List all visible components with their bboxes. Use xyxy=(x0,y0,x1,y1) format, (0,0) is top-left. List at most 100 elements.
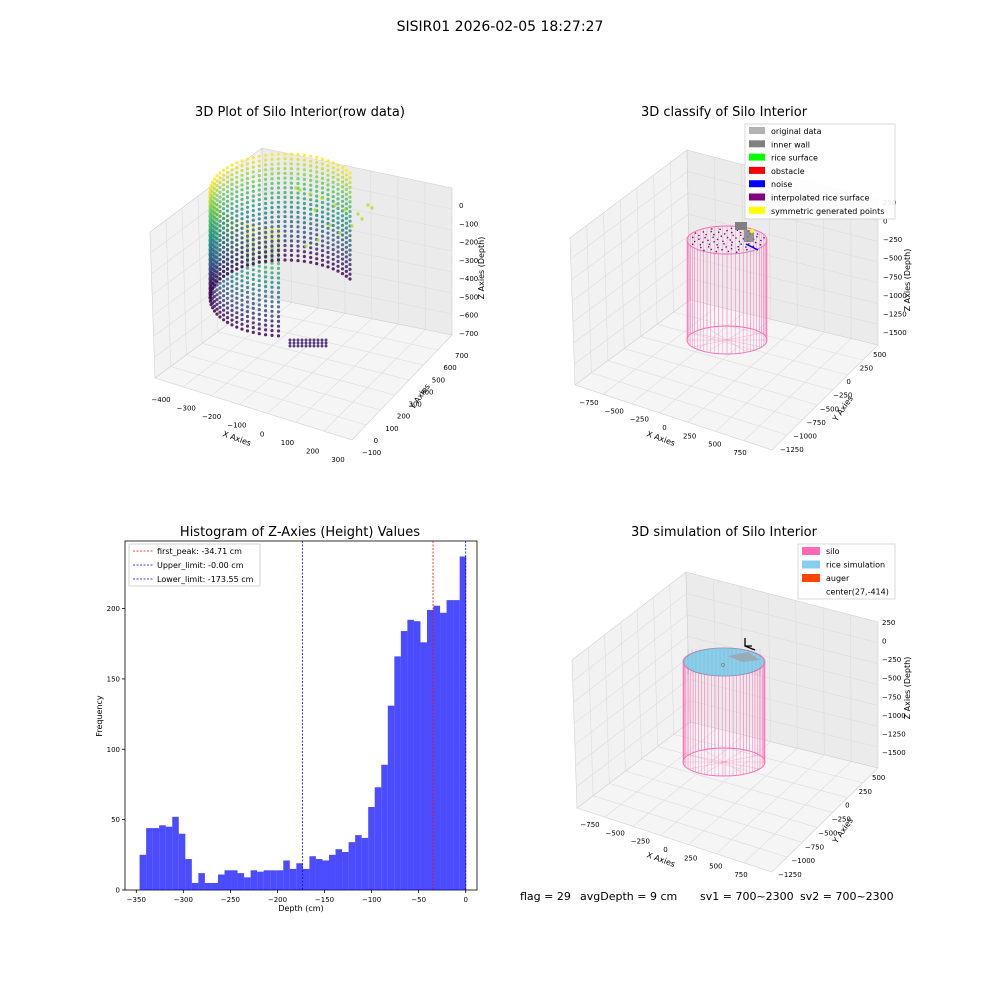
raw-data-point xyxy=(348,267,352,271)
grid-line xyxy=(239,313,346,405)
raw-data-point xyxy=(344,221,348,225)
grid-line xyxy=(571,214,689,302)
classify-interpolated-point xyxy=(726,236,729,239)
classify-z-tick-label: −250 xyxy=(883,236,902,244)
raw-data-point xyxy=(302,206,306,210)
raw-data-point xyxy=(283,229,287,233)
classify-legend-swatch xyxy=(749,166,765,174)
raw-data-point xyxy=(340,214,345,218)
raw-data-point xyxy=(264,158,268,162)
raw-data-point xyxy=(251,262,255,266)
grid-line xyxy=(673,311,863,361)
raw-data-point xyxy=(298,188,302,192)
raw-data-point xyxy=(300,341,304,345)
raw-data-point xyxy=(257,303,261,307)
grid-line xyxy=(795,600,798,749)
histogram-bar xyxy=(440,612,447,890)
simulation-legend: silo rice simulation auger center(27,-414) xyxy=(797,543,896,600)
raw-data-point xyxy=(212,268,217,273)
classify-legend-swatch xyxy=(749,140,765,148)
raw-data-point xyxy=(344,192,348,196)
raw-data-point xyxy=(320,215,325,219)
raw-data-point xyxy=(245,224,250,229)
raw-data-point xyxy=(230,245,234,249)
raw-data-point xyxy=(276,334,281,338)
raw-data-point xyxy=(296,162,300,166)
histogram-x-tick-label: −100 xyxy=(362,896,381,904)
raw-data-point xyxy=(356,212,360,216)
raw-data-point xyxy=(283,248,287,252)
raw-data-point xyxy=(302,163,306,167)
raw-data-point xyxy=(336,264,340,268)
raw-data-point xyxy=(251,247,255,251)
raw-data-point xyxy=(312,341,316,345)
raw-data-point xyxy=(326,217,330,221)
raw-data-point xyxy=(296,234,300,239)
raw-data-point xyxy=(270,172,274,176)
classify-interpolated-point xyxy=(721,248,723,251)
raw-data-point xyxy=(222,173,226,177)
raw-data-point xyxy=(215,232,219,236)
histogram-bar xyxy=(433,605,441,890)
raw-data-point xyxy=(336,168,340,172)
raw-data-point xyxy=(245,186,250,190)
raw-data-point xyxy=(212,211,217,215)
simulation-y-tick-label: −750 xyxy=(805,843,824,851)
raw-point-cloud xyxy=(208,152,374,348)
raw-data-point xyxy=(257,298,261,302)
raw-data-point xyxy=(320,186,325,190)
raw-data-point xyxy=(270,309,274,313)
raw-data-point xyxy=(340,166,345,170)
raw-data-point xyxy=(215,193,219,197)
raw-data-point xyxy=(270,242,274,246)
simulation-legend-swatch xyxy=(802,574,820,582)
raw-data-point xyxy=(240,284,244,288)
classify-interpolated-point xyxy=(740,234,742,237)
raw-data-point xyxy=(240,178,244,182)
raw-data-point xyxy=(336,240,340,244)
classify-interpolated-point xyxy=(704,236,706,239)
classify-silo-base-spoke xyxy=(726,332,762,341)
raw-data-point xyxy=(320,176,325,180)
raw-data-point xyxy=(235,257,239,261)
classify-legend-swatch xyxy=(749,193,765,201)
raw-data-point xyxy=(320,341,324,345)
raw-data-point xyxy=(348,243,352,247)
raw-data-point xyxy=(270,254,274,258)
raw-data-point xyxy=(251,301,255,306)
histogram-bar xyxy=(355,835,362,890)
grid-line xyxy=(262,168,453,210)
raw-data-point xyxy=(215,184,219,188)
raw-data-point xyxy=(296,220,300,224)
raw-data-point xyxy=(283,171,287,175)
raw-data-point xyxy=(230,221,234,225)
histogram-bar xyxy=(329,854,336,890)
raw-data-point xyxy=(270,225,274,229)
classify-interpolated-point xyxy=(713,233,715,236)
raw-data-point xyxy=(235,282,239,286)
simulation-y-tick-label: −1000 xyxy=(791,857,815,865)
grid-line xyxy=(602,306,718,395)
classify-x-tick-label: 0 xyxy=(662,424,666,432)
raw-data-point xyxy=(235,306,239,310)
raw-data-point xyxy=(289,152,294,156)
classify-y-tick-label: −250 xyxy=(833,392,852,400)
raw-data-point xyxy=(212,240,217,244)
raw-data-point xyxy=(245,249,250,253)
raw-data-point xyxy=(302,197,306,201)
raw-data-point xyxy=(270,304,274,309)
raw-y-tick-label: 0 xyxy=(374,437,378,445)
raw-data-point xyxy=(302,259,306,263)
raw-data-point xyxy=(283,186,287,190)
raw-data-point xyxy=(208,296,212,300)
histogram-bar xyxy=(453,600,460,890)
histogram-legend-label: Lower_limit: -173.55 cm xyxy=(157,575,254,584)
raw-data-point xyxy=(257,154,261,158)
raw-data-point xyxy=(276,195,281,200)
raw-data-point xyxy=(215,227,219,231)
classify-interpolated-point xyxy=(710,230,713,233)
raw-data-point xyxy=(296,239,300,243)
raw-data-point xyxy=(230,178,234,182)
classify-interpolated-point xyxy=(759,243,762,246)
raw-data-point xyxy=(257,322,261,326)
